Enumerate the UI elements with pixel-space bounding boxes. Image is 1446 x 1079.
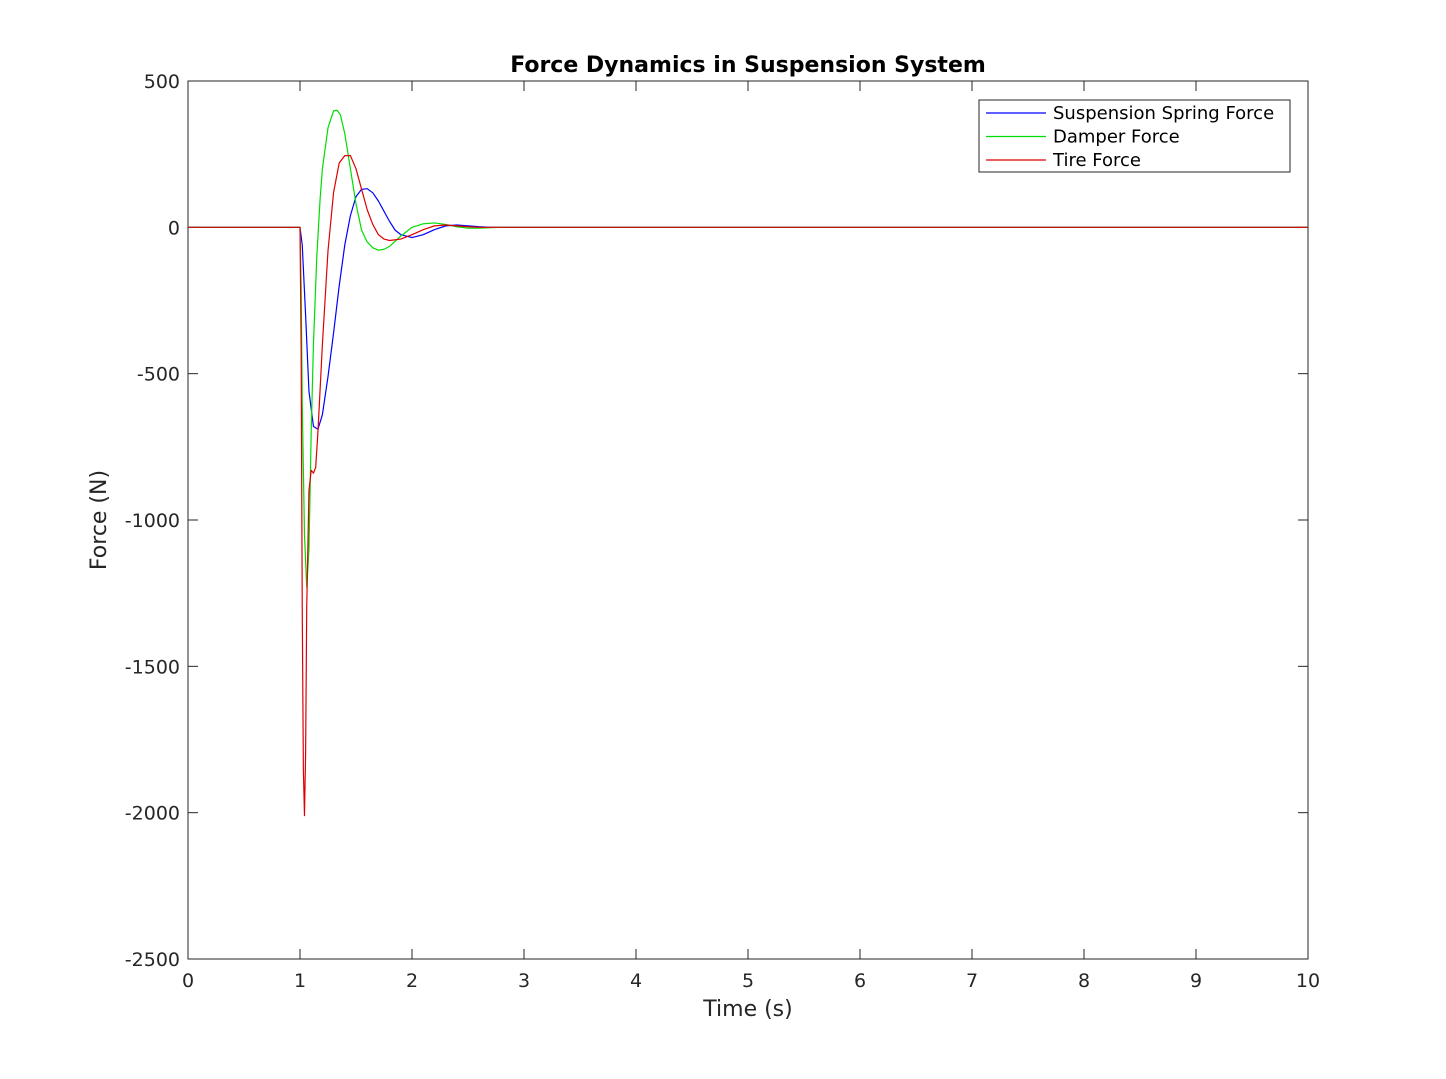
x-tick-label: 5 <box>742 970 754 992</box>
y-axis-title: Force (N) <box>87 470 112 570</box>
x-tick-label: 7 <box>966 970 978 992</box>
legend: Suspension Spring Force Damper ForceTire … <box>978 99 1291 173</box>
y-axis-ticks: 500 0 -500 -1000 -1500 -2000 -2500 <box>125 71 1308 971</box>
y-tick-label: -2000 <box>125 803 180 825</box>
series-line-tire-force <box>188 155 1308 817</box>
x-tick-label: 1 <box>294 970 306 992</box>
y-tick-label: -1000 <box>125 510 180 532</box>
y-tick-label: -1500 <box>125 656 180 678</box>
legend-label: Suspension Spring Force <box>1053 103 1274 124</box>
chart-title: Force Dynamics in Suspension System <box>510 53 986 78</box>
legend-label: Damper Force <box>1053 127 1180 148</box>
plot-area <box>187 80 1309 960</box>
y-tick-label: 0 <box>168 217 180 239</box>
legend-label: Tire Force <box>1052 150 1141 171</box>
legend-entries: Suspension Spring Force Damper ForceTire … <box>986 103 1274 171</box>
x-tick-label: 4 <box>630 970 642 992</box>
x-tick-label: 9 <box>1190 970 1202 992</box>
series-layer <box>188 109 1308 817</box>
x-tick-label: 10 <box>1296 970 1320 992</box>
y-tick-label: -2500 <box>125 949 180 971</box>
y-tick-label: 500 <box>144 71 180 93</box>
x-axis-title: Time (s) <box>702 997 792 1022</box>
x-tick-label: 2 <box>406 970 418 992</box>
x-tick-label: 0 <box>182 970 194 992</box>
x-axis-ticks: 0 1 2 3 4 5 6 7 8 9 10 <box>182 81 1320 992</box>
x-tick-label: 3 <box>518 970 530 992</box>
x-tick-label: 8 <box>1078 970 1090 992</box>
y-tick-label: -500 <box>137 364 180 386</box>
x-tick-label: 6 <box>854 970 866 992</box>
